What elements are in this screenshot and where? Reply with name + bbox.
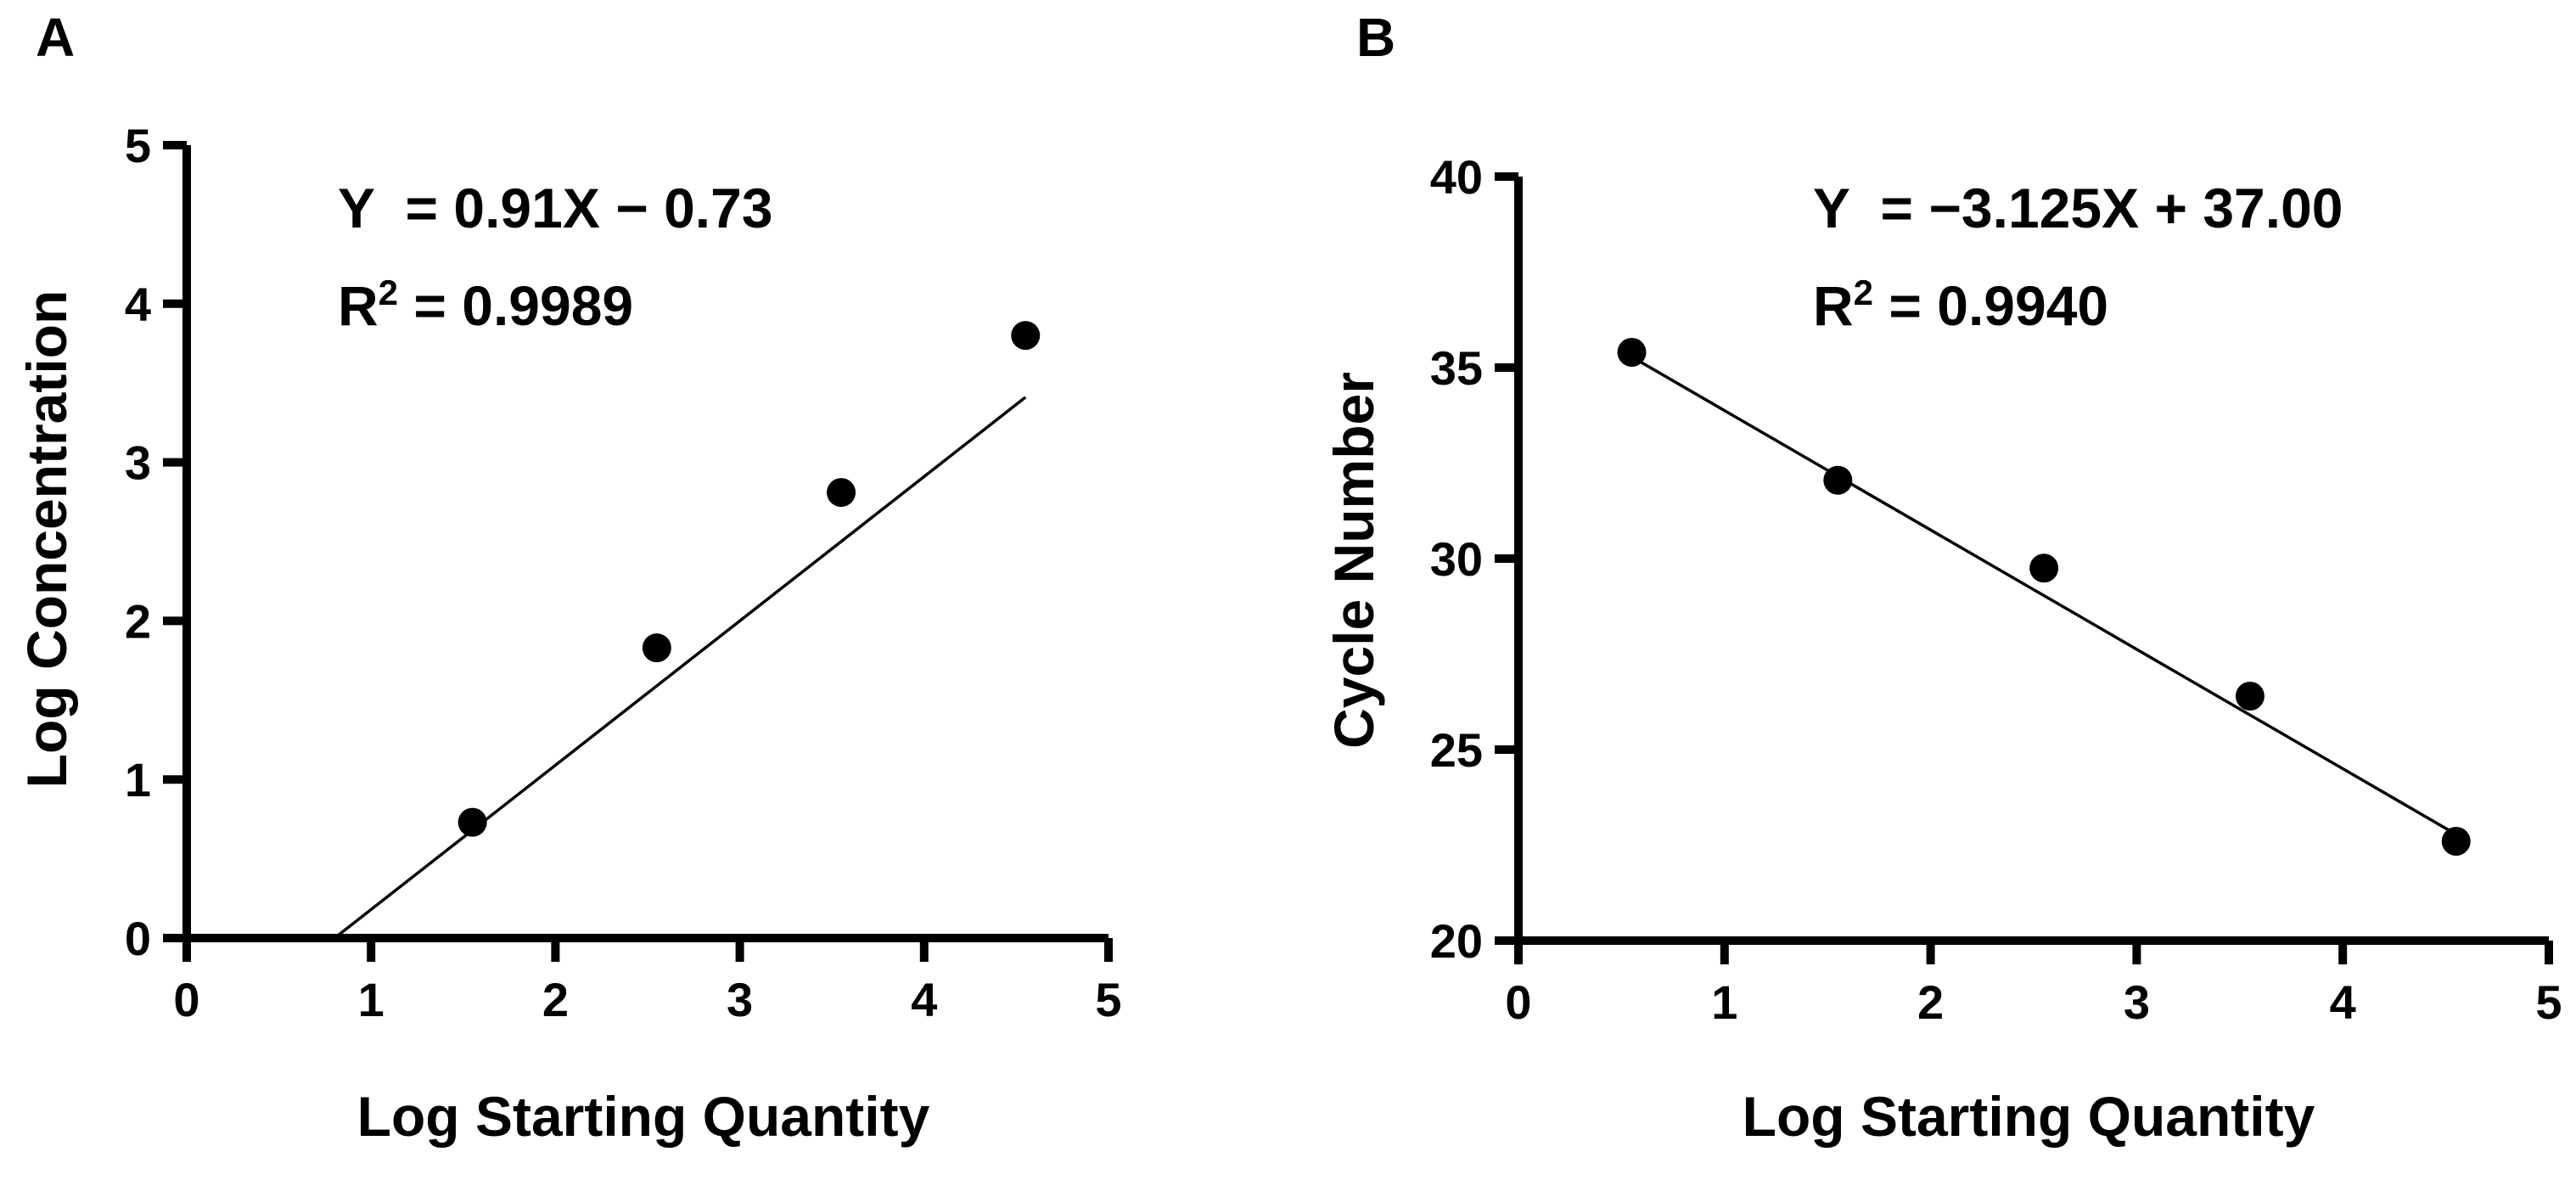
panel-b-r-superscript: 2 — [1854, 273, 1873, 312]
panel-b-y-tick-label: 20 — [1430, 914, 1483, 968]
panel-b-r-label: R — [1813, 274, 1854, 337]
panel-b-y-tick-label: 40 — [1430, 150, 1483, 204]
panel-a-plot-area: 0 1 2 3 4 5 0 1 2 3 4 5 — [125, 119, 1122, 1026]
panel-b-data-point — [2441, 827, 2471, 856]
panel-a-r-label: R — [338, 274, 379, 337]
panel-a-x-tick-label: 5 — [1095, 973, 1121, 1026]
panel-a-y-tick-label: 1 — [125, 753, 151, 806]
panel-b-r-value: = 0.9940 — [1873, 274, 2108, 337]
panel-b-data-point — [1617, 338, 1647, 367]
panel-a-y-axis-title: Log Concentration — [15, 290, 78, 789]
panel-a-y-tick-label: 4 — [125, 278, 151, 331]
panel-a-equation: Y = 0.91X − 0.73 — [338, 177, 773, 239]
panel-b-x-tick-label: 3 — [2124, 975, 2150, 1029]
panel-a-r-squared: R2 = 0.9989 — [338, 273, 633, 337]
panel-a-data-point — [827, 478, 856, 508]
panel-a-regression-line — [334, 396, 1027, 940]
panel-a-letter: A — [36, 7, 75, 68]
panel-a-x-tick-label: 3 — [727, 973, 753, 1026]
panel-b-data-point — [2029, 553, 2059, 583]
panel-a-x-tick-label: 2 — [542, 973, 569, 1026]
panel-b-y-tick-label: 30 — [1430, 532, 1483, 586]
panel-a-data-point — [1011, 321, 1041, 351]
panel-b-x-axis-title: Log Starting Quantity — [1743, 1085, 2315, 1148]
panel-b-y-tick-label: 25 — [1430, 723, 1483, 777]
panel-a-x-tick-label: 4 — [911, 973, 937, 1026]
panel-b-y-tick-label: 35 — [1430, 341, 1483, 395]
panel-b-data-point — [2235, 682, 2265, 711]
panel-b: B 0 1 2 3 4 5 20 25 30 35 40 Y = −3.125X + 37.00 R… — [1322, 7, 2562, 1148]
panel-a-data-point — [642, 633, 671, 663]
panel-b-letter: B — [1356, 7, 1395, 68]
panel-a-y-tick-label: 5 — [125, 119, 151, 172]
panel-a-y-tick-label: 0 — [125, 912, 151, 965]
panel-a-y-tick-label: 2 — [125, 594, 151, 648]
panel-a-r-superscript: 2 — [379, 273, 398, 312]
panel-b-data-point — [1823, 465, 1853, 495]
panel-b-x-tick-label: 5 — [2535, 975, 2562, 1029]
panel-b-equation: Y = −3.125X + 37.00 — [1813, 177, 2343, 239]
panel-a-x-tick-label: 0 — [173, 973, 199, 1026]
panel-b-regression-line — [1630, 355, 2457, 836]
panel-b-x-tick-label: 2 — [1917, 975, 1944, 1029]
panel-a-y-tick-label: 3 — [125, 436, 151, 490]
panel-b-r-squared: R2 = 0.9940 — [1813, 273, 2108, 337]
panel-b-x-tick-label: 0 — [1505, 975, 1531, 1029]
panel-b-y-axis-title: Cycle Number — [1322, 372, 1385, 749]
panel-b-x-tick-label: 1 — [1711, 975, 1737, 1029]
panel-a-x-tick-label: 1 — [358, 973, 384, 1026]
panel-a-r-value: = 0.9989 — [398, 274, 633, 337]
panel-b-x-tick-label: 4 — [2330, 975, 2356, 1029]
panel-b-plot-area: 0 1 2 3 4 5 20 25 30 35 40 — [1430, 150, 2562, 1029]
panel-a-data-point — [457, 807, 487, 837]
panel-a-x-axis-title: Log Starting Quantity — [357, 1085, 930, 1148]
